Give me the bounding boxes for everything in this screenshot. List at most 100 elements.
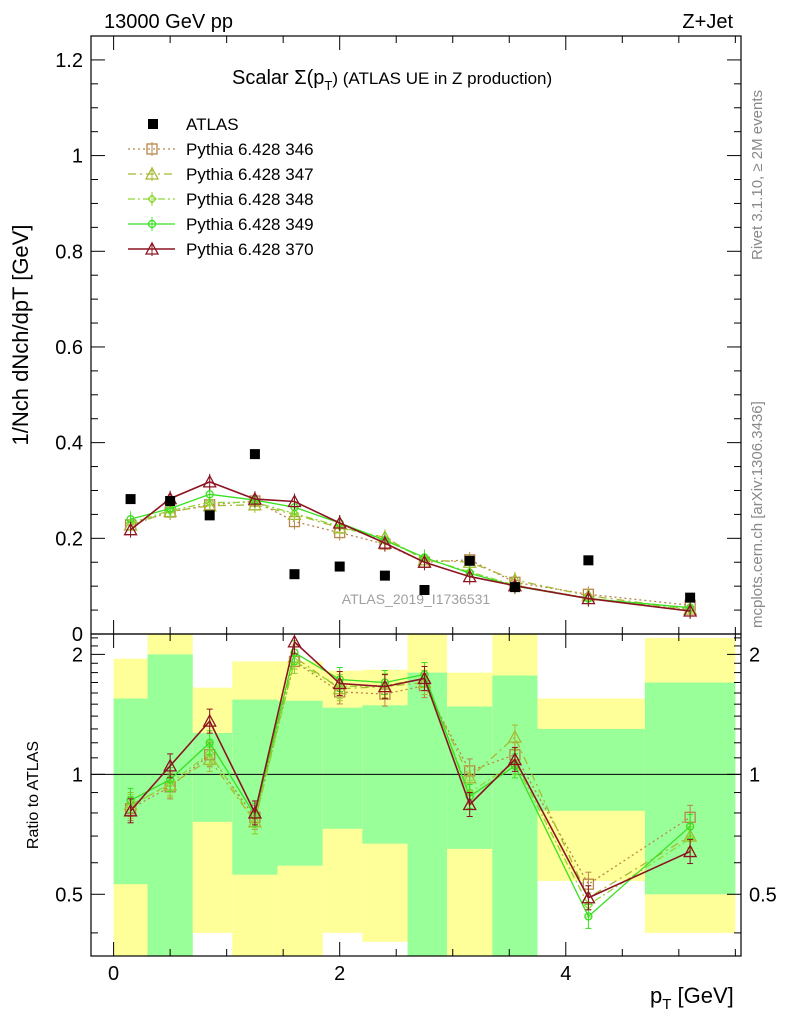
ratio-band-stat-9 — [492, 675, 538, 956]
legend-series-marker-1 — [144, 166, 160, 180]
ratio-series-point-4 — [377, 679, 393, 693]
atlas-data-point — [583, 555, 594, 566]
ratio-tick-label-right: 1 — [749, 764, 760, 786]
ratio-series-line-1 — [130, 655, 691, 899]
ratio-series-point-4 — [417, 671, 432, 685]
x-tick-label: 2 — [334, 963, 345, 985]
x-axis-label: pT [GeV] — [650, 983, 734, 1013]
legend-series-label-4: Pythia 6.428 370 — [186, 240, 314, 259]
axis-tick-labels: 00.20.40.60.811.20.5 0.51 12 20 2 4 — [55, 50, 777, 985]
y-tick-label: 0.8 — [55, 241, 83, 263]
ratio-series-line-4 — [129, 640, 691, 899]
main-series-point-4 — [202, 474, 217, 488]
y-tick-label: 1.2 — [55, 50, 83, 72]
atlas-data-point — [509, 582, 520, 593]
y-axis-label: 1/Nch dNch/dpT [GeV] — [8, 225, 33, 446]
legend-series-marker-2 — [147, 194, 157, 204]
atlas-data-point — [204, 510, 215, 521]
y-tick-label: 1 — [72, 146, 83, 168]
main-series-point-4 — [123, 522, 138, 536]
mcplots-reference-label: mcplots.cern.ch [arXiv:1306.3436] — [749, 401, 766, 628]
atlas-data-point — [289, 569, 300, 580]
ratio-series-point-4 — [287, 634, 302, 648]
atlas-data-point — [334, 561, 345, 572]
ratio-series-point-4 — [683, 844, 698, 858]
main-series-point-4 — [683, 603, 698, 617]
main-series-point-4 — [287, 494, 302, 508]
header-right-label: Z+Jet — [682, 11, 733, 33]
ratio-tick-label-left: 1 — [72, 764, 83, 786]
main-series-point-2 — [204, 497, 215, 508]
ratio-band-stat-10 — [537, 728, 645, 811]
y-tick-label: 0.4 — [55, 433, 83, 455]
chart-title: Scalar Σ(pT) (ATLAS UE in Z production) — [232, 67, 552, 93]
ratio-series-point-1 — [507, 729, 523, 743]
ratio-uncertainty-bands — [113, 634, 736, 956]
main-series-line-4 — [130, 481, 691, 612]
legend-atlas-label: ATLAS — [186, 115, 239, 134]
atlas-data-point — [249, 449, 260, 460]
ratio-tick-label-left: 0.5 — [55, 884, 83, 906]
ratio-series-point-4 — [202, 713, 217, 727]
ratio-band-stat-5 — [322, 707, 363, 829]
atlas-data-point — [419, 584, 430, 595]
y-tick-label: 0.2 — [55, 528, 83, 550]
x-tick-label: 0 — [108, 963, 119, 985]
ratio-series-point-4 — [163, 758, 178, 772]
ratio-series-point-3 — [205, 738, 214, 747]
legend-series-label-0: Pythia 6.428 346 — [186, 140, 314, 159]
atlas-data-point — [165, 496, 176, 507]
atlas-data-point — [125, 494, 136, 505]
atlas-data-point — [685, 592, 696, 603]
ratio-series-point-4 — [332, 676, 347, 690]
main-series-point-3 — [205, 490, 214, 499]
ratio-tick-label-left: 2 — [72, 644, 83, 666]
header-left-label: 13000 GeV pp — [104, 11, 233, 33]
ratio-band-stat-1 — [147, 654, 193, 956]
legend-series-label-3: Pythia 6.428 349 — [186, 215, 314, 234]
legend-series-marker-0 — [146, 143, 158, 155]
ratio-series-point-4 — [462, 797, 477, 811]
main-series-point-4 — [462, 569, 477, 583]
main-series-point-2 — [289, 508, 300, 519]
atlas-data-points — [125, 449, 696, 603]
ratio-series-point-2 — [204, 748, 215, 759]
ratio-series-point-4 — [247, 805, 263, 819]
ratio-band-stat-7 — [407, 672, 448, 956]
main-series-point-4 — [332, 515, 347, 529]
ratio-plot-frame — [90, 633, 742, 957]
ratio-series-point-3 — [584, 912, 593, 921]
legend-series-marker-4 — [144, 241, 160, 255]
rivet-version-label: Rivet 3.1.10, ≥ 2M events — [749, 90, 766, 260]
analysis-watermark: ATLAS_2019_I1736531 — [342, 591, 491, 607]
y-tick-label: 0.6 — [55, 337, 83, 359]
main-series-point-4 — [581, 591, 596, 605]
legend-atlas-marker — [148, 119, 158, 129]
ratio-tick-label-right: 0.5 — [749, 884, 777, 906]
legend-series-label-2: Pythia 6.428 348 — [186, 190, 314, 209]
ratio-series-line-0 — [130, 660, 691, 886]
ratio-series-point-2 — [289, 656, 300, 667]
ratio-series-point-4 — [581, 890, 596, 904]
main-series-point-4 — [247, 491, 263, 505]
main-series-line-2 — [130, 501, 691, 611]
ratio-tick-label-right: 2 — [749, 644, 760, 666]
main-series-point-4 — [417, 554, 432, 568]
ratio-series-group — [123, 634, 698, 929]
atlas-data-point — [464, 555, 475, 566]
ratio-series-line-3 — [130, 651, 691, 918]
ratio-y-axis-label: Ratio to ATLAS — [25, 741, 42, 849]
ratio-series-point-3 — [685, 822, 695, 831]
ratio-series-point-4 — [123, 803, 138, 817]
y-tick-label: 0 — [72, 624, 83, 646]
ratio-band-stat-3 — [232, 699, 278, 875]
atlas-data-point — [379, 570, 390, 581]
axis-ticks — [91, 36, 741, 956]
legend-series-marker-3 — [147, 219, 157, 229]
x-tick-label: 4 — [560, 963, 571, 985]
main-series-line-0 — [130, 500, 691, 606]
legend: ATLAS Pythia 6.428 346 Pythia 6.428 347 Pyt… — [128, 115, 314, 259]
ratio-band-stat-4 — [277, 700, 323, 866]
ratio-series-point-4 — [507, 752, 523, 766]
